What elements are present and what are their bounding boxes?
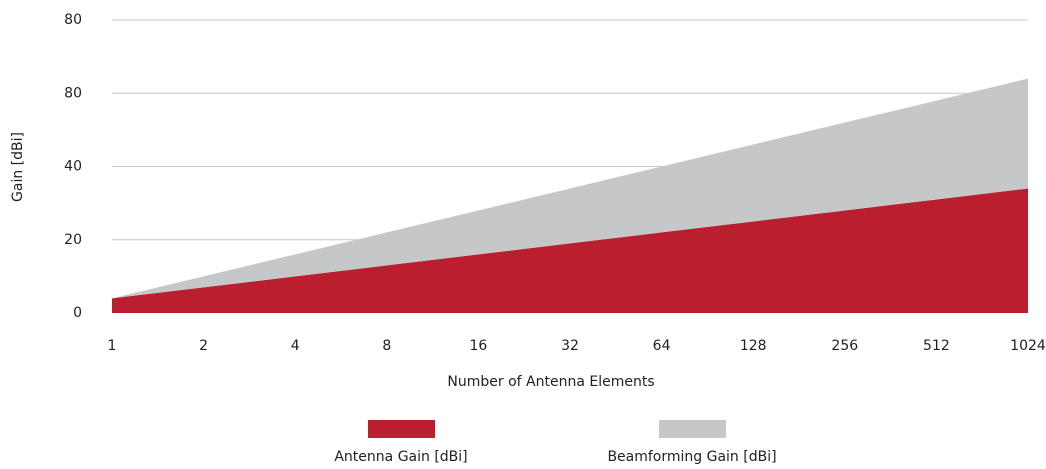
legend-label: Beamforming Gain [dBi] (607, 449, 776, 465)
legend-swatch (368, 420, 435, 438)
y-tick-label: 20 (64, 232, 82, 248)
x-tick-label: 64 (653, 338, 671, 354)
y-tick-label: 0 (73, 305, 82, 321)
x-tick-label: 256 (831, 338, 858, 354)
x-tick-label: 4 (291, 338, 300, 354)
legend-label: Antenna Gain [dBi] (334, 449, 467, 465)
y-tick-label: 80 (64, 85, 82, 101)
y-axis-label: Gain [dBi] (10, 132, 26, 202)
x-tick-label: 2 (199, 338, 208, 354)
legend-swatch (659, 420, 726, 438)
y-tick-label: 40 (64, 159, 82, 175)
x-tick-label: 32 (561, 338, 579, 354)
x-tick-label: 1024 (1010, 338, 1046, 354)
y-tick-label: 80 (64, 12, 82, 28)
area (112, 188, 1028, 313)
x-axis-label: Number of Antenna Elements (447, 374, 654, 390)
x-tick-label: 16 (469, 338, 487, 354)
area (112, 78, 1028, 299)
x-tick-label: 8 (382, 338, 391, 354)
x-tick-label: 128 (740, 338, 767, 354)
x-tick-label: 512 (923, 338, 950, 354)
x-tick-label: 1 (108, 338, 117, 354)
